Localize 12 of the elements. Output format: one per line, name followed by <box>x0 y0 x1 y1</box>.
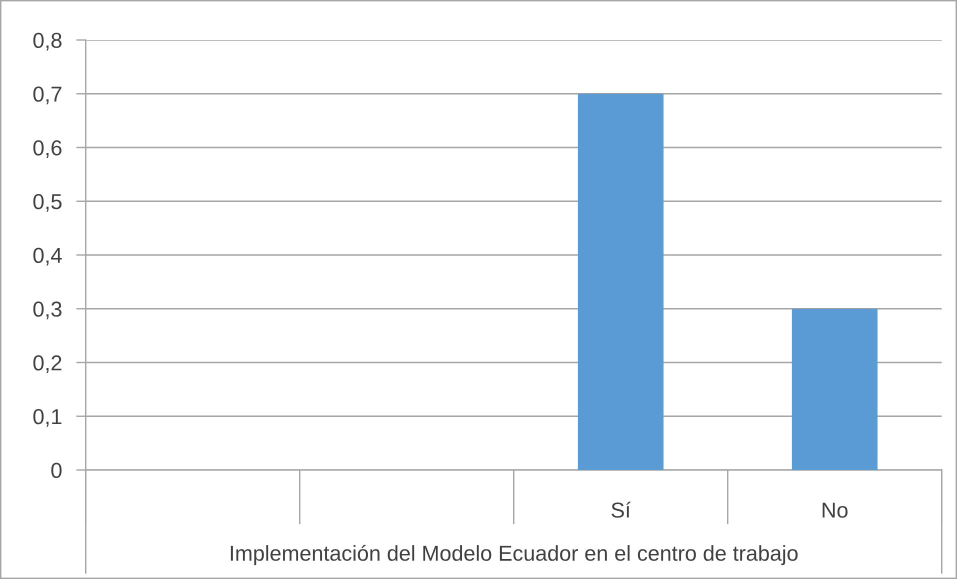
y-tick-label: 0,3 <box>33 302 62 320</box>
y-tick-label: 0,7 <box>33 86 62 104</box>
y-tick-label: 0,2 <box>33 355 62 374</box>
x-tick-label: No <box>822 502 848 518</box>
y-tick-label: 0,6 <box>33 140 62 158</box>
y-tick-label: 0,4 <box>33 248 62 266</box>
y-tick-label: 0,8 <box>33 32 62 51</box>
y-tick-label: 0,5 <box>33 194 62 212</box>
y-tick-label: 0 <box>51 462 62 478</box>
x-axis-title: Implementación del Modelo Ecuador en el centro de trabajo <box>230 544 798 566</box>
y-tick-label: 0,1 <box>33 409 62 427</box>
x-tick-label: Sí <box>612 502 631 518</box>
